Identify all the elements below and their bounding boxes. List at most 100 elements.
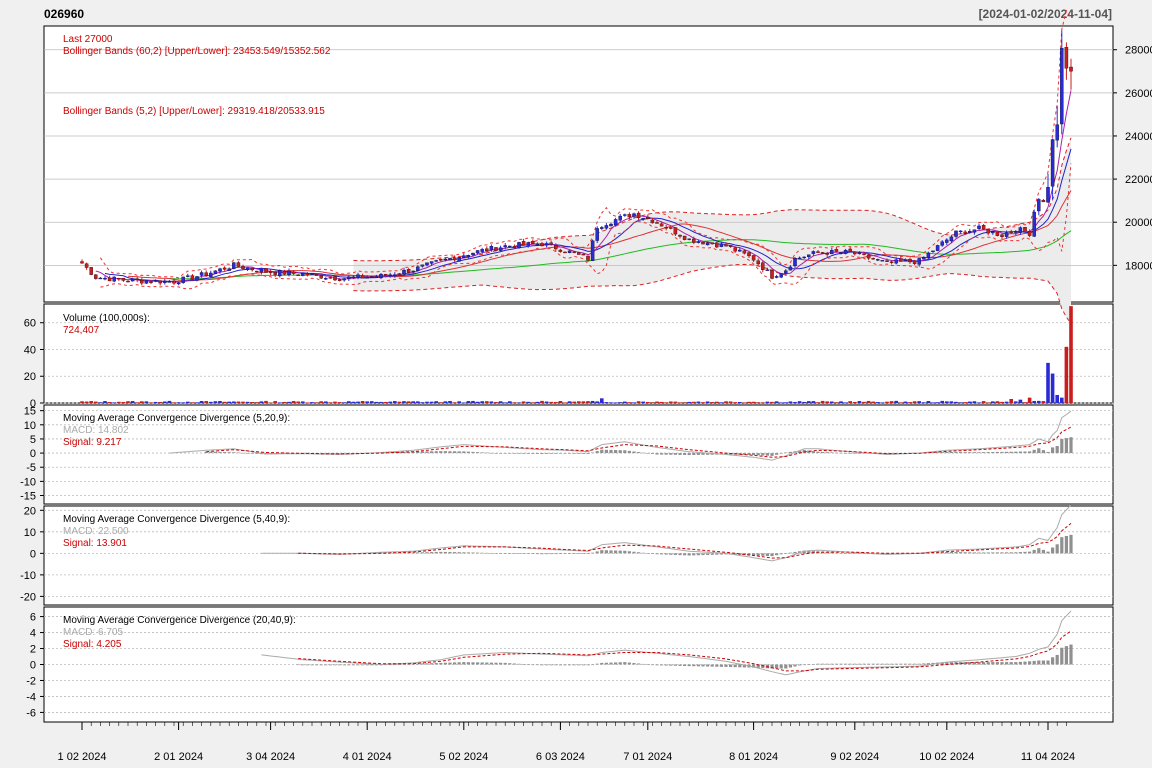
- macd1-histogram-bar: [563, 453, 567, 454]
- candle-body: [324, 278, 328, 280]
- macd1-histogram-bar: [885, 453, 889, 454]
- macd3-histogram-bar: [710, 664, 714, 667]
- macd2-histogram-bar: [1037, 548, 1041, 554]
- date-range-label: [2024-01-02/2024-11-04]: [979, 7, 1112, 21]
- macd2-histogram-bar: [637, 552, 641, 554]
- volume-bar: [402, 401, 406, 403]
- volume-bar: [848, 401, 852, 403]
- candle-body: [876, 259, 880, 261]
- macd1-histogram-bar: [517, 453, 521, 454]
- macd2-histogram-bar: [982, 552, 986, 554]
- macd1-histogram-bar: [982, 452, 986, 454]
- volume-bar: [337, 402, 342, 403]
- candle-body: [535, 244, 540, 246]
- macd1-histogram-bar: [407, 451, 411, 454]
- macd1-histogram-bar: [646, 453, 650, 454]
- candle-body: [448, 258, 452, 261]
- x-tick-label: 1 02 2024: [58, 751, 107, 763]
- candle-body: [981, 225, 986, 230]
- macd2-histogram-bar: [462, 552, 466, 554]
- macd1-histogram-bar: [600, 449, 604, 454]
- candle-body: [531, 241, 535, 244]
- candle-body: [393, 274, 397, 276]
- macd2-histogram-bar: [802, 550, 806, 554]
- candle-body: [443, 258, 448, 261]
- macd3-histogram-bar: [351, 664, 355, 666]
- volume-bar: [958, 402, 963, 404]
- volume-bar: [577, 401, 581, 403]
- volume-bar: [291, 400, 296, 403]
- macd3-histogram-bar: [430, 663, 434, 665]
- macd2-histogram-bar: [512, 553, 516, 554]
- macd2-histogram-bar: [420, 552, 424, 554]
- volume-bar: [613, 402, 618, 404]
- candle-body: [558, 249, 563, 252]
- macd1-histogram-bar: [522, 453, 526, 454]
- macd2-histogram-bar: [540, 553, 544, 555]
- macd3-histogram-bar: [319, 664, 323, 666]
- volume-bar: [420, 402, 425, 403]
- macd2-histogram-bar: [554, 553, 558, 555]
- macd1-histogram-bar: [775, 453, 779, 455]
- macd2-histogram-bar: [480, 552, 484, 554]
- volume-bar: [485, 401, 489, 403]
- macd2-histogram-bar: [940, 552, 944, 554]
- candle-body: [866, 254, 871, 259]
- macd2-histogram-bar: [701, 553, 705, 556]
- macd1-histogram-bar: [692, 453, 696, 455]
- macd3-histogram-bar: [913, 663, 917, 665]
- macd1-histogram-bar: [954, 452, 958, 454]
- macd1-histogram-bar: [687, 453, 691, 456]
- macd1-histogram-bar: [508, 453, 512, 454]
- volume-bar: [250, 401, 254, 403]
- candle-body: [1032, 211, 1036, 237]
- macd1-panel: [43, 404, 1114, 505]
- candle-body: [259, 269, 264, 273]
- x-tick-label: 9 02 2024: [830, 751, 879, 763]
- macd3-histogram-bar: [402, 664, 406, 665]
- volume-bar: [632, 402, 636, 404]
- macd3-histogram-bar: [687, 664, 691, 667]
- macd2-histogram-bar: [972, 552, 976, 554]
- candle-body: [117, 277, 121, 280]
- volume-bar: [457, 401, 461, 403]
- volume-bar: [190, 402, 195, 404]
- macd3-histogram-bar: [457, 662, 461, 665]
- volume-bar: [816, 402, 820, 403]
- macd2-histogram-bar: [986, 552, 990, 554]
- candle-body: [278, 270, 282, 277]
- candle-body: [632, 213, 636, 217]
- candle-body: [540, 243, 544, 247]
- volume-bar: [627, 402, 632, 403]
- macd1-histogram-bar: [1014, 451, 1018, 454]
- macd3-histogram-bar: [788, 664, 792, 668]
- volume-bar: [954, 401, 958, 403]
- candle-body: [908, 258, 912, 263]
- macd3-histogram-bar: [614, 662, 618, 665]
- macd3-histogram-bar: [301, 664, 305, 666]
- macd1-tick-label: 15: [24, 406, 36, 418]
- macd1-histogram-bar: [466, 451, 470, 454]
- macd3-histogram-bar: [701, 664, 705, 667]
- macd3-histogram-bar: [982, 662, 986, 665]
- macd2-histogram-bar: [1000, 552, 1004, 554]
- macd2-histogram-bar: [1005, 552, 1009, 554]
- macd3-signal-label: Signal: 4.205: [63, 639, 122, 650]
- candle-body: [738, 249, 742, 252]
- candle-body: [374, 276, 379, 278]
- candle-body: [724, 244, 728, 247]
- macd2-histogram-bar: [807, 550, 811, 554]
- macd1-histogram-bar: [255, 453, 259, 454]
- candle-body: [931, 250, 935, 253]
- macd1-histogram-bar: [650, 453, 654, 454]
- volume-bar: [397, 401, 402, 403]
- candle-body: [655, 222, 659, 224]
- volume-bar: [172, 402, 176, 404]
- macd3-histogram-bar: [595, 663, 599, 665]
- volume-bar: [282, 401, 287, 403]
- volume-bar: [452, 402, 457, 404]
- macd3-histogram-bar: [949, 662, 953, 665]
- volume-bar: [365, 401, 369, 403]
- macd3-histogram-bar: [775, 664, 779, 669]
- macd3-histogram-bar: [706, 664, 710, 667]
